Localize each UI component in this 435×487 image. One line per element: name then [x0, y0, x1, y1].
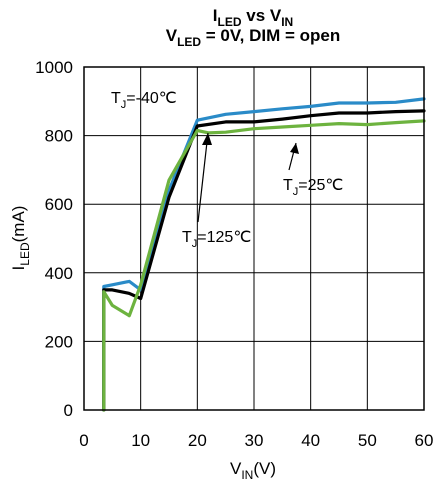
y-tick-label: 400	[45, 264, 73, 283]
svg-text:TJ=125℃: TJ=125℃	[182, 229, 251, 250]
chart-title-line1: ILED vs VIN	[213, 6, 293, 29]
series-line-1	[102, 109, 426, 412]
y-tick-label: 1000	[35, 58, 73, 77]
svg-text:TJ=25℃: TJ=25℃	[283, 177, 343, 198]
annotation-tj-25: TJ=25℃	[283, 142, 343, 198]
grid	[84, 67, 424, 410]
x-tick-label: 50	[358, 431, 377, 450]
y-axis-label: ILED(mA)	[9, 206, 32, 271]
series-line-0	[102, 97, 426, 412]
series-lines	[102, 97, 426, 412]
y-tick-label: 600	[45, 195, 73, 214]
chart-title-line2: VLED = 0V, DIM = open	[166, 26, 341, 49]
y-tick-label: 200	[45, 332, 73, 351]
y-tick-label: 800	[45, 127, 73, 146]
x-tick-label: 20	[188, 431, 207, 450]
x-tick-label: 10	[131, 431, 150, 450]
series-line-2	[102, 119, 426, 412]
x-axis-label: VIN(V)	[230, 459, 276, 482]
annotation-tj-minus40: TJ=-40℃	[111, 90, 177, 111]
x-tick-label: 30	[245, 431, 264, 450]
x-tick-label: 60	[415, 431, 434, 450]
plot-frame	[83, 66, 425, 411]
x-tick-label: 40	[301, 431, 320, 450]
x-tick-label: 0	[79, 431, 88, 450]
annotation-tj-125: TJ=125℃	[182, 132, 251, 250]
svg-text:TJ=-40℃: TJ=-40℃	[111, 90, 177, 111]
y-tick-label: 0	[64, 401, 73, 420]
